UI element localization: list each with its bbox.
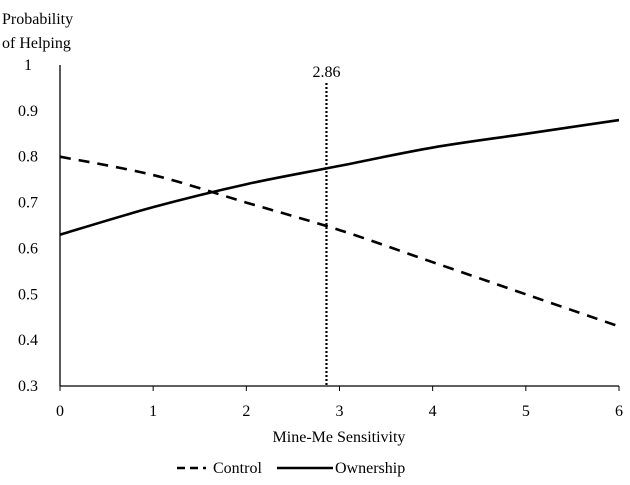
series-lines <box>59 118 620 328</box>
x-tick-label: 5 <box>522 403 530 420</box>
series-line-ownership <box>59 118 620 236</box>
y-tick-label: 0.8 <box>18 149 38 166</box>
x-tick-label: 4 <box>429 403 437 420</box>
reference-line-label: 2.86 <box>312 64 340 81</box>
x-tick-labels: 0 1 2 3 4 5 6 <box>56 386 623 420</box>
annotations: 2.86 <box>312 64 340 386</box>
y-tick-label: 0.3 <box>18 378 38 395</box>
legend: Control Ownership <box>177 460 405 477</box>
y-axis-title-line-2: of Helping <box>2 35 71 52</box>
y-tick-labels: 0.3 0.4 0.5 0.6 0.7 0.8 0.9 1 <box>18 57 38 395</box>
x-tick-label: 0 <box>56 403 64 420</box>
y-axis-title: Probability of Helping <box>2 11 73 52</box>
y-tick-label: 0.5 <box>18 286 38 303</box>
legend-label-control: Control <box>213 460 262 477</box>
y-tick-label: 1 <box>24 57 32 74</box>
legend-label-ownership: Ownership <box>335 460 405 477</box>
x-tick-label: 6 <box>615 403 623 420</box>
y-tick-label: 0.9 <box>18 103 38 120</box>
y-tick-label: 0.7 <box>18 195 38 212</box>
axes <box>59 65 619 387</box>
y-axis-title-line-1: Probability <box>2 11 73 28</box>
x-tick-label: 2 <box>242 403 250 420</box>
x-tick-label: 3 <box>336 403 344 420</box>
x-axis-title: Mine-Me Sensitivity <box>273 429 406 446</box>
y-tick-label: 0.6 <box>18 240 38 257</box>
y-tick-label: 0.4 <box>18 332 38 349</box>
x-tick-label: 1 <box>149 403 157 420</box>
series-line-control <box>59 155 620 328</box>
